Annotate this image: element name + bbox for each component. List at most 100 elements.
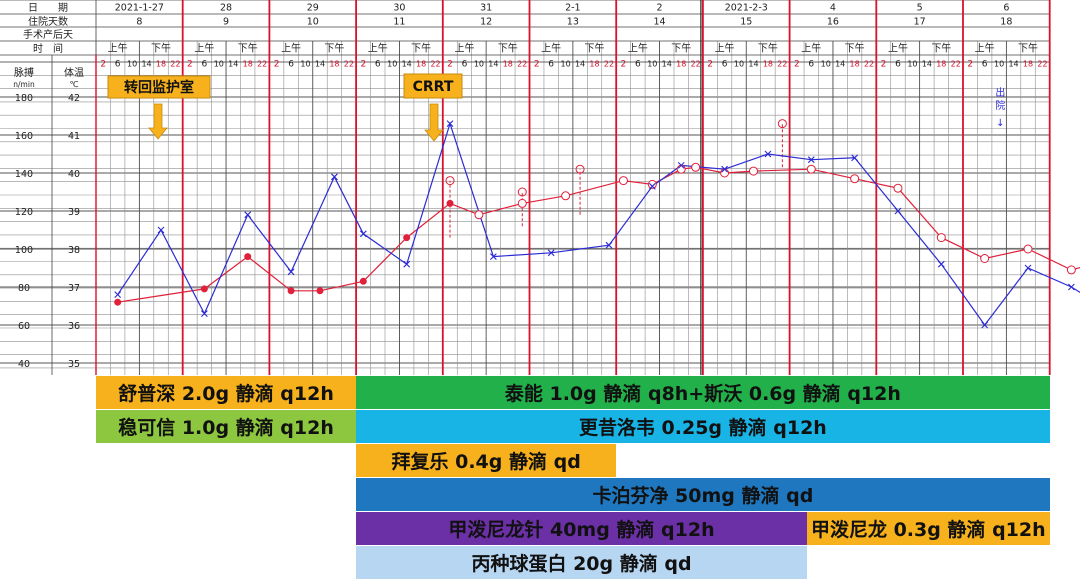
temp-point <box>691 162 701 172</box>
header-time-slot: 6 <box>982 60 988 70</box>
header-morning: 上午 <box>194 42 214 55</box>
header-time-slot: 2 <box>967 60 973 70</box>
temp-tick-label: 36 <box>68 321 80 332</box>
header-hospital-day: 9 <box>223 17 229 28</box>
header-date: 5 <box>917 3 923 14</box>
header-time-slot: 14 <box>402 60 412 69</box>
crrt-label-box <box>403 73 463 99</box>
header-hospital-day: 12 <box>480 17 492 28</box>
header-time-slot: 14 <box>922 60 932 69</box>
header-time-slot: 2 <box>187 60 193 70</box>
pulse-point <box>114 291 122 298</box>
pulse-tick-label: 40 <box>18 359 30 370</box>
header-time-slot: 22 <box>344 60 354 69</box>
header-time-slot: 18 <box>676 60 686 69</box>
vertical-note-char: 院 <box>995 99 1005 112</box>
temp-point <box>316 287 324 295</box>
header-time-slot: 14 <box>748 60 758 69</box>
header-morning: 上午 <box>715 42 735 55</box>
pulse-tick-label: 120 <box>15 207 33 218</box>
header-time-slot: 22 <box>951 60 961 69</box>
header-time-slot: 6 <box>548 60 554 70</box>
pulse-tick-label: 80 <box>18 283 30 294</box>
header-time-slot: 14 <box>488 60 498 69</box>
header-time-slot: 10 <box>127 60 137 69</box>
pulse-point <box>851 154 859 162</box>
temp-point <box>720 168 730 178</box>
header-hospital-day: 18 <box>1000 17 1012 28</box>
header-time-slot: 6 <box>635 60 641 70</box>
header-time-slot: 22 <box>604 60 614 69</box>
temp-point <box>287 287 295 295</box>
medication-bar: 卡泊芬净 50mg 静滴 qd <box>356 478 1050 511</box>
temp-point <box>561 191 571 201</box>
header-time-slot: 22 <box>1037 60 1047 69</box>
header-time-slot: 6 <box>115 60 121 70</box>
temp-tick-label: 35 <box>68 359 80 370</box>
pulse-tick-label: 60 <box>18 321 30 332</box>
pulse-point <box>937 260 945 268</box>
header-hospital-day: 11 <box>393 17 405 28</box>
temp-point <box>359 277 367 285</box>
pulse-point <box>894 207 902 215</box>
pulse-tick-label: 160 <box>15 131 33 142</box>
header-time-slot: 14 <box>141 60 151 69</box>
header-afternoon: 下午 <box>585 42 605 55</box>
header-time-slot: 22 <box>170 60 180 69</box>
temp-tick-label: 42 <box>68 93 80 104</box>
temp-point <box>244 253 252 261</box>
temp-point <box>676 164 686 174</box>
header-time-slot: 18 <box>243 60 253 69</box>
medication-bar: 更昔洛韦 0.25g 静滴 q12h <box>356 410 1050 443</box>
pulse-point <box>359 230 367 238</box>
temp-axis-title: 体温 <box>64 67 84 79</box>
header-time-slot: 6 <box>375 60 381 70</box>
pulse-tick-label: 100 <box>15 245 33 256</box>
medication-bar: 丙种球蛋白 20g 静滴 qd <box>356 546 807 579</box>
temp-spike-marker <box>517 187 527 197</box>
header-time-slot: 10 <box>821 60 831 69</box>
header-afternoon: 下午 <box>931 42 951 55</box>
pulse-point <box>1067 283 1075 291</box>
header-time-slot: 14 <box>662 60 672 69</box>
header-morning: 上午 <box>801 42 821 55</box>
header-time-slot: 6 <box>895 60 901 70</box>
header-hospital-day: 8 <box>136 17 142 28</box>
header-morning: 上午 <box>454 42 474 55</box>
crrt-arrow-icon <box>424 103 444 142</box>
header-time-slot: 2 <box>534 60 540 70</box>
header-time-slot: 10 <box>474 60 484 69</box>
medication-bar: 泰能 1.0g 静滴 q8h+斯沃 0.6g 静滴 q12h <box>356 376 1050 409</box>
pulse-tick-label: 180 <box>15 93 33 104</box>
temp-spike-marker <box>445 176 455 186</box>
pulse-point <box>403 260 411 268</box>
header-time-slot: 6 <box>462 60 468 70</box>
temp-point <box>517 198 527 208</box>
crrt-label: CRRT <box>413 79 454 95</box>
header-hospital-day: 17 <box>914 17 926 28</box>
header-date: 2-1 <box>565 3 581 14</box>
header-row-label: 住院天数 <box>28 15 68 28</box>
temp-tick-label: 38 <box>68 245 80 256</box>
header-time-slot: 2 <box>621 60 627 70</box>
header-time-slot: 18 <box>936 60 946 69</box>
temp-point <box>936 233 946 243</box>
temp-point <box>1023 244 1033 254</box>
temp-tick-label: 41 <box>68 131 80 142</box>
header-time-slot: 14 <box>228 60 238 69</box>
pulse-line <box>117 121 1080 327</box>
header-morning: 上午 <box>975 42 995 55</box>
header-time-slot: 18 <box>850 60 860 69</box>
medication-bar: 甲泼尼龙针 40mg 静滴 q12h <box>356 512 807 545</box>
vertical-note-arrow-icon: ↓ <box>996 118 1004 129</box>
temp-point <box>748 166 758 176</box>
pulse-axis-title: 脉搏 <box>14 66 34 79</box>
header-time-slot: 10 <box>734 60 744 69</box>
header-morning: 上午 <box>281 42 301 55</box>
chart-grid <box>0 0 1051 375</box>
header-time-slot: 10 <box>300 60 310 69</box>
medication-label: 甲泼尼龙 0.3g 静滴 q12h <box>810 519 1046 541</box>
header-date: 28 <box>220 3 232 14</box>
header-morning: 上午 <box>541 42 561 55</box>
